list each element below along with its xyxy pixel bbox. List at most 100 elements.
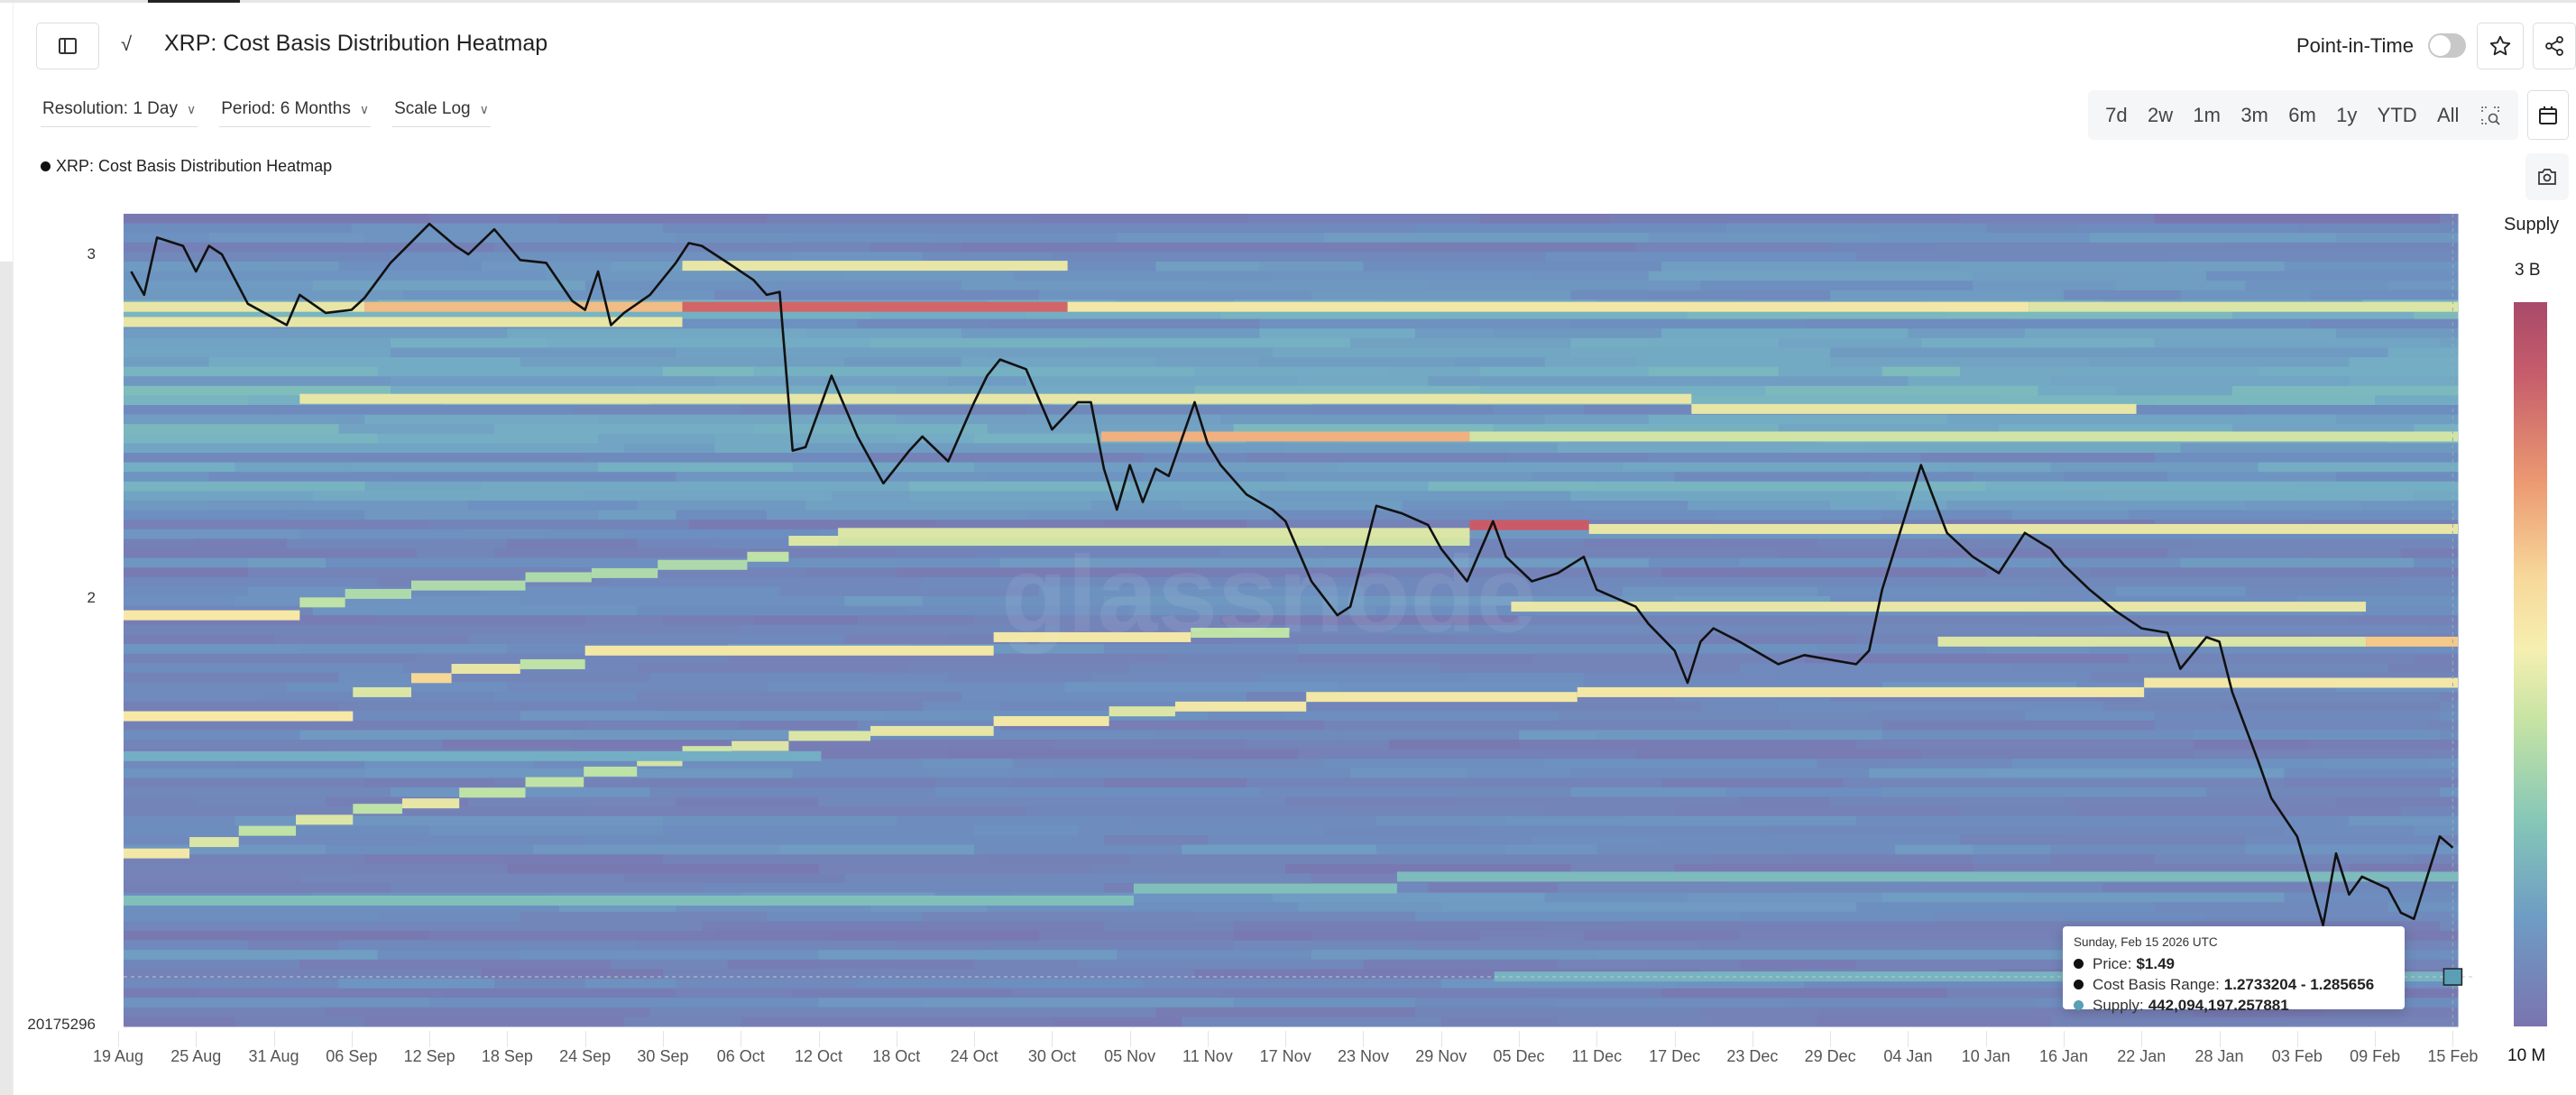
heatmap-cell (1635, 242, 1831, 253)
heatmap-cell (1311, 405, 1494, 416)
heatmap-cell (2089, 596, 2298, 607)
heatmap-cell (1155, 730, 1339, 741)
heatmap-cell (753, 424, 988, 435)
range-ytd[interactable]: YTD (2377, 103, 2417, 126)
heatmap-cell (507, 863, 820, 874)
heatmap-cell (2387, 347, 2459, 358)
heatmap-cell (1155, 873, 1312, 884)
heatmap-cell (1959, 835, 2246, 846)
range-1y[interactable]: 1y (2336, 103, 2358, 126)
heatmap-cell (442, 443, 625, 454)
heatmap-cell (1700, 281, 1973, 291)
heatmap-cell (702, 883, 859, 894)
heatmap-cell (844, 634, 949, 645)
heatmap-cell (1389, 740, 1520, 750)
heatmap-cell (124, 768, 365, 778)
period-dropdown[interactable]: Period: 6 Months ∨ (219, 99, 372, 127)
heatmap-cell (1791, 998, 2038, 1008)
range-2w[interactable]: 2w (2147, 103, 2174, 126)
sidebar-border (13, 3, 14, 1095)
heatmap-cell (124, 472, 210, 483)
heatmap-cell (1259, 318, 1572, 329)
range-3m[interactable]: 3m (2240, 103, 2268, 126)
heatmap-cell (1272, 701, 1585, 712)
favorite-button[interactable] (2477, 23, 2524, 69)
heatmap-cell (1596, 481, 1857, 492)
heatmap-cell (611, 576, 924, 587)
range-all[interactable]: All (2437, 103, 2460, 126)
hover-marker (2443, 968, 2463, 986)
heatmap-cell (390, 376, 715, 387)
heatmap-cell (1090, 501, 1182, 511)
heatmap-cell (124, 796, 197, 807)
heatmap-cell (1596, 730, 1883, 741)
heatmap-cell (1908, 376, 2052, 387)
left-scrollbar[interactable] (0, 262, 13, 1095)
x-tick (1363, 1031, 1365, 1047)
heatmap-cell (1440, 902, 1650, 913)
heatmap-cell (857, 720, 1001, 731)
heatmap-cell (364, 778, 495, 788)
heatmap-band (870, 725, 994, 736)
heatmap-cell (124, 481, 365, 492)
heatmap-cell (312, 720, 586, 731)
heatmap-cell (676, 347, 988, 358)
tooltip-supply-row: Supply: 442,094,197.257881 (2074, 995, 2394, 1016)
tooltip-supply-label: Supply: (2093, 997, 2144, 1014)
heatmap-cell (124, 281, 314, 291)
camera-icon (2538, 169, 2556, 185)
heatmap-cell (987, 854, 1131, 865)
heatmap-cell (1233, 634, 1455, 645)
series-legend[interactable]: XRP: Cost Basis Distribution Heatmap (41, 157, 332, 176)
heatmap-cell (442, 453, 586, 464)
heatmap-cell (818, 796, 1001, 807)
y-tick-label: 2 (87, 589, 96, 607)
heatmap-cell (2245, 835, 2441, 846)
range-7d[interactable]: 7d (2105, 103, 2128, 126)
heatmap-cell (1259, 262, 1364, 272)
scale-label: Scale Log (394, 99, 471, 118)
x-tick (662, 1031, 664, 1047)
heatmap-cell (1946, 501, 2246, 511)
heatmap-cell (922, 596, 1105, 607)
range-6m[interactable]: 6m (2288, 103, 2316, 126)
zoom-select-icon[interactable] (2479, 105, 2501, 126)
calendar-button[interactable] (2527, 90, 2569, 140)
heatmap-cell (714, 931, 833, 942)
heatmap-cell (2245, 844, 2459, 855)
heatmap-band (747, 551, 789, 562)
heatmap-cell (1375, 815, 1507, 826)
heatmap-cell (1791, 443, 1870, 454)
point-in-time-toggle[interactable] (2428, 33, 2466, 58)
heatmap-band (591, 567, 658, 578)
heatmap-cell (1247, 520, 1429, 530)
heatmap-cell (1350, 615, 1520, 626)
heatmap-cell (702, 921, 794, 932)
heatmap-cell (390, 347, 676, 358)
heatmap-cell (676, 988, 794, 998)
range-1m[interactable]: 1m (2193, 103, 2221, 126)
heatmap-cell (2310, 740, 2459, 750)
heatmap-cell (2349, 357, 2459, 368)
heatmap-cell (1687, 309, 1948, 320)
scale-dropdown[interactable]: Scale Log ∨ (392, 99, 491, 127)
heatmap-cell (662, 815, 897, 826)
heatmap-cell (1207, 711, 1286, 722)
x-tick-label: 16 Jan (2038, 1047, 2089, 1065)
heatmap-cell (124, 835, 418, 846)
resolution-dropdown[interactable]: Resolution: 1 Day ∨ (41, 99, 198, 127)
heatmap-band (788, 536, 1470, 547)
x-tick (1830, 1031, 1832, 1047)
heatmap-cell (1064, 624, 1260, 635)
heatmap-cell (1661, 567, 1987, 578)
heatmap-cell (124, 309, 300, 320)
heatmap-cell (1505, 576, 1662, 587)
screenshot-button[interactable] (2525, 153, 2569, 200)
heatmap-cell (1635, 749, 1818, 759)
toggle-sidebar-button[interactable] (36, 23, 99, 69)
heatmap-cell (1103, 921, 1235, 932)
price-line (130, 222, 2454, 926)
heatmap-band (584, 766, 638, 777)
heatmap-cell (124, 615, 379, 626)
